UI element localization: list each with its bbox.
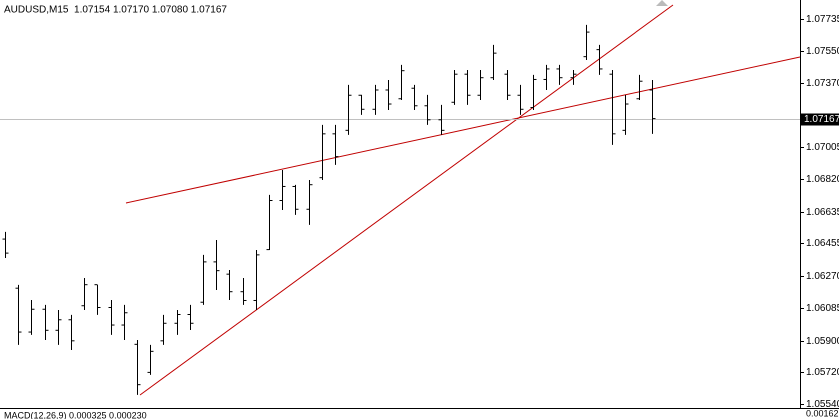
y-tick-label: 1.07735 — [806, 14, 839, 25]
trend-line — [125, 56, 801, 204]
current-price-box — [801, 113, 839, 126]
y-tick-label: 1.07370 — [806, 78, 839, 89]
trend-line — [139, 4, 674, 396]
y-tick-label: 1.05900 — [806, 336, 839, 347]
y-tick-label: 1.06270 — [806, 271, 839, 282]
current-price-label: 1.07167 — [804, 114, 839, 125]
macd-label: MACD(12,26,9) 0.000325 0.000230 — [4, 410, 147, 419]
y-tick-label: 1.06635 — [806, 207, 839, 218]
chart-title: AUDUSD,M15 1.07154 1.07170 1.07080 1.071… — [4, 5, 227, 16]
y-tick-label: 1.06455 — [806, 238, 839, 249]
y-tick-label: 1.07005 — [806, 142, 839, 153]
y-tick-label: 1.05720 — [806, 367, 839, 378]
y-tick-label: 1.06820 — [806, 174, 839, 185]
y-tick-label: 1.05540 — [806, 399, 839, 410]
macd-axis-label: 0.00162 — [806, 408, 839, 418]
y-tick-label: 1.07550 — [806, 46, 839, 57]
y-tick-label: 1.06085 — [806, 303, 839, 314]
anchor-marker — [656, 0, 668, 6]
